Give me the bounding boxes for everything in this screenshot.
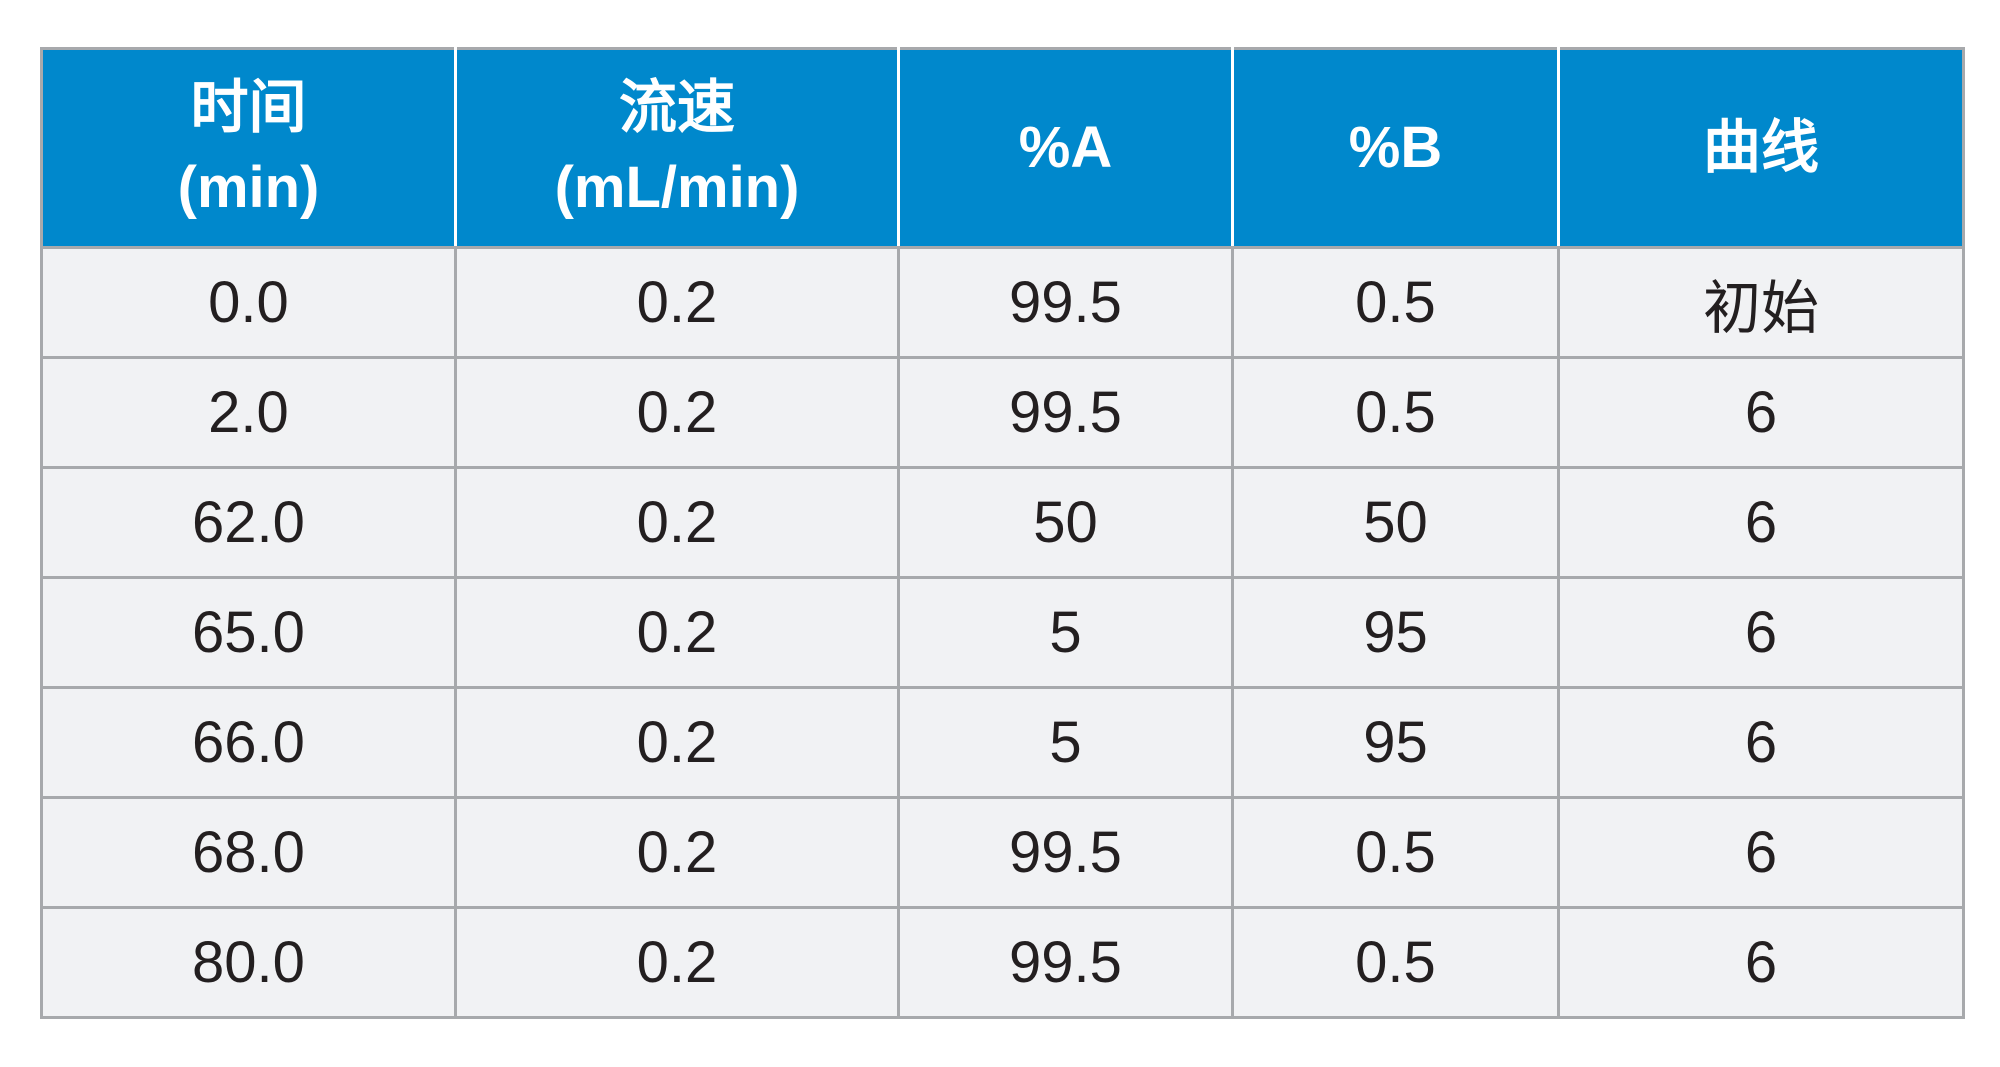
header-row: 时间 (min) 流速 (mL/min) %A %B 曲线 [41,48,1964,249]
cell-flow-rate: 0.2 [454,906,900,1019]
gradient-table: 时间 (min) 流速 (mL/min) %A %B 曲线 0.0 0.2 99… [40,47,1965,1019]
cell-time: 2.0 [40,356,457,469]
cell-percent-a: 5 [897,576,1234,689]
table-row: 65.0 0.2 5 95 6 [40,576,1965,689]
header-percent-a: %A [898,48,1234,249]
cell-percent-a: 5 [897,686,1234,799]
cell-percent-a: 50 [897,466,1234,579]
header-flow-rate-label: 流速 [618,75,735,140]
cell-time: 0.0 [40,246,457,359]
cell-flow-rate: 0.2 [454,576,900,689]
cell-flow-rate: 0.2 [454,466,900,579]
header-time-unit: (min) [177,155,320,220]
cell-flow-rate: 0.2 [454,246,900,359]
header-curve: 曲线 [1558,48,1964,249]
cell-percent-b: 0.5 [1231,906,1560,1019]
cell-time: 65.0 [40,576,457,689]
cell-percent-a: 99.5 [897,246,1234,359]
cell-flow-rate: 0.2 [454,686,900,799]
cell-time: 62.0 [40,466,457,579]
cell-time: 80.0 [40,906,457,1019]
table-row: 80.0 0.2 99.5 0.5 6 [40,906,1965,1019]
header-flow-rate-unit: (mL/min) [554,155,800,220]
cell-curve: 6 [1557,906,1965,1019]
cell-time: 66.0 [40,686,457,799]
header-time-label: 时间 [190,75,307,140]
cell-time: 68.0 [40,796,457,909]
cell-percent-b: 0.5 [1231,356,1560,469]
table-row: 2.0 0.2 99.5 0.5 6 [40,356,1965,469]
header-percent-b-label: %B [1348,115,1443,180]
cell-percent-b: 50 [1231,466,1560,579]
cell-curve: 初始 [1557,246,1965,359]
header-percent-a-label: %A [1018,115,1113,180]
cell-curve: 6 [1557,796,1965,909]
cell-percent-b: 95 [1231,686,1560,799]
cell-flow-rate: 0.2 [454,356,900,469]
table-row: 0.0 0.2 99.5 0.5 初始 [40,246,1965,359]
cell-percent-a: 99.5 [897,356,1234,469]
cell-percent-b: 0.5 [1231,246,1560,359]
header-time: 时间 (min) [41,48,457,249]
cell-curve: 6 [1557,576,1965,689]
header-percent-b: %B [1232,48,1560,249]
cell-curve: 6 [1557,466,1965,579]
table-row: 66.0 0.2 5 95 6 [40,686,1965,799]
cell-flow-rate: 0.2 [454,796,900,909]
header-curve-label: 曲线 [1702,115,1819,180]
cell-percent-b: 95 [1231,576,1560,689]
header-flow-rate: 流速 (mL/min) [455,48,900,249]
cell-percent-b: 0.5 [1231,796,1560,909]
cell-curve: 6 [1557,356,1965,469]
table-row: 68.0 0.2 99.5 0.5 6 [40,796,1965,909]
cell-percent-a: 99.5 [897,906,1234,1019]
cell-curve: 6 [1557,686,1965,799]
cell-percent-a: 99.5 [897,796,1234,909]
table-row: 62.0 0.2 50 50 6 [40,466,1965,579]
